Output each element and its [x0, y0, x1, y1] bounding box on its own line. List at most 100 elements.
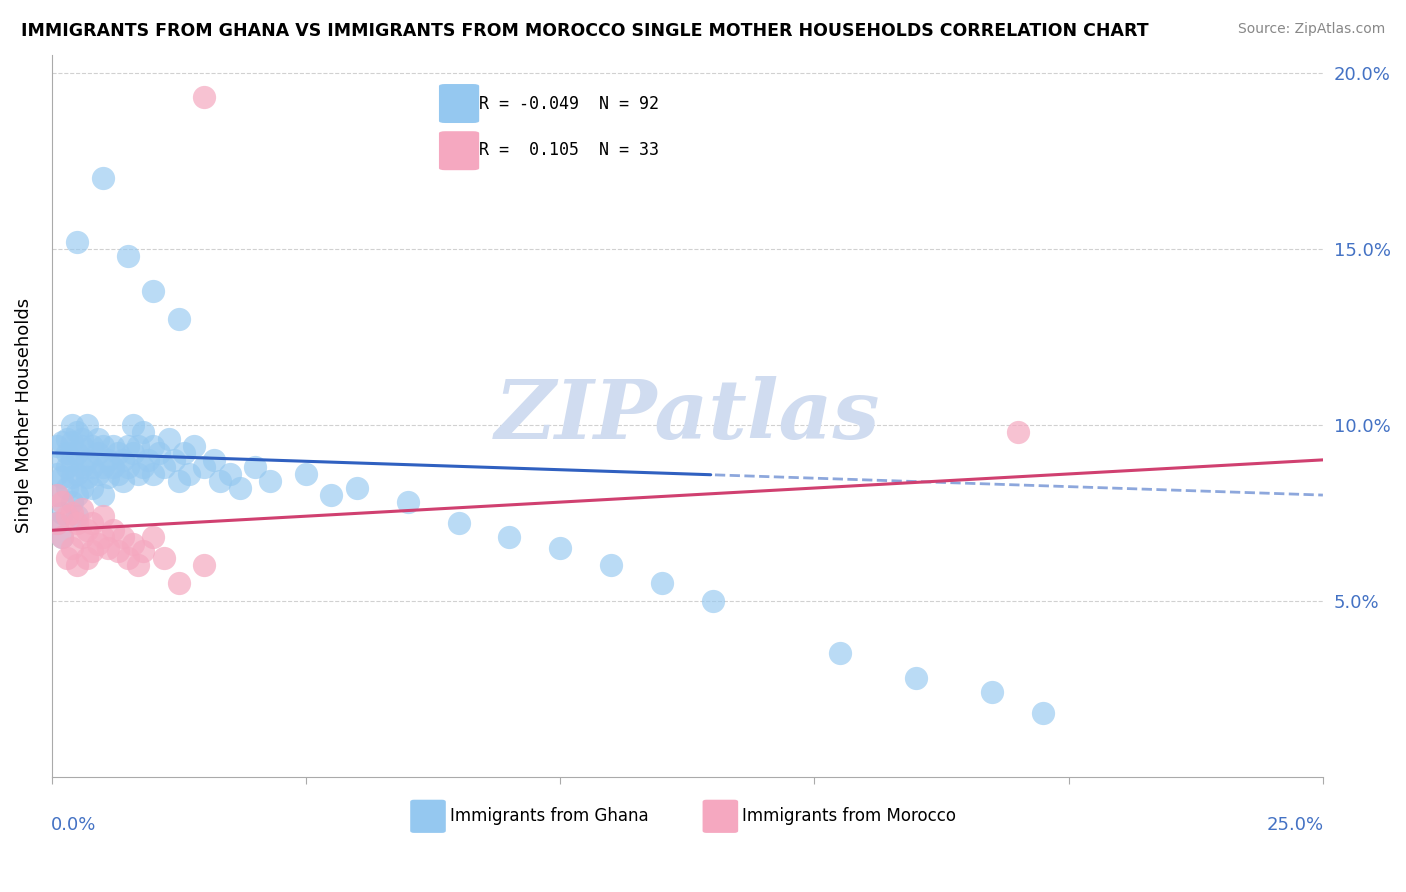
Point — [51, 470, 73, 484]
Point — [229, 481, 252, 495]
Point — [97, 470, 120, 484]
Point — [72, 459, 94, 474]
Point — [828, 647, 851, 661]
Point — [101, 439, 124, 453]
Point — [157, 432, 180, 446]
Point — [60, 541, 83, 555]
Point — [905, 671, 928, 685]
Point — [132, 425, 155, 439]
Point — [86, 467, 108, 481]
Point — [51, 530, 73, 544]
Text: Source: ZipAtlas.com: Source: ZipAtlas.com — [1237, 22, 1385, 37]
Point — [295, 467, 318, 481]
Point — [167, 576, 190, 591]
Point — [163, 453, 186, 467]
Point — [66, 467, 89, 481]
Point — [91, 439, 114, 453]
Point — [111, 453, 134, 467]
Y-axis label: Single Mother Households: Single Mother Households — [15, 298, 32, 533]
Point — [66, 425, 89, 439]
Point — [346, 481, 368, 495]
Point — [193, 90, 215, 104]
Point — [51, 453, 73, 467]
Point — [76, 523, 98, 537]
Point — [651, 576, 673, 591]
Point — [66, 516, 89, 531]
Point — [45, 439, 67, 453]
Point — [86, 537, 108, 551]
Point — [243, 459, 266, 474]
Point — [51, 495, 73, 509]
Point — [56, 459, 79, 474]
Point — [76, 551, 98, 566]
Point — [600, 558, 623, 573]
Point — [1007, 425, 1029, 439]
Point — [107, 544, 129, 558]
Point — [498, 530, 520, 544]
Point — [66, 488, 89, 502]
Point — [148, 446, 170, 460]
Point — [111, 530, 134, 544]
Point — [51, 506, 73, 520]
Point — [60, 453, 83, 467]
Point — [122, 446, 145, 460]
Text: 0.0%: 0.0% — [51, 816, 96, 834]
Point — [152, 551, 174, 566]
Point — [259, 474, 281, 488]
Point — [66, 446, 89, 460]
FancyBboxPatch shape — [703, 800, 738, 833]
Point — [193, 459, 215, 474]
Point — [142, 439, 165, 453]
Point — [72, 530, 94, 544]
Point — [97, 453, 120, 467]
Point — [51, 530, 73, 544]
FancyBboxPatch shape — [411, 800, 446, 833]
Point — [66, 558, 89, 573]
Point — [51, 435, 73, 450]
Point — [321, 488, 343, 502]
Point — [82, 459, 104, 474]
Point — [193, 558, 215, 573]
Point — [204, 453, 226, 467]
Point — [45, 516, 67, 531]
Point — [76, 453, 98, 467]
Text: IMMIGRANTS FROM GHANA VS IMMIGRANTS FROM MOROCCO SINGLE MOTHER HOUSEHOLDS CORREL: IMMIGRANTS FROM GHANA VS IMMIGRANTS FROM… — [21, 22, 1149, 40]
Point — [56, 481, 79, 495]
Point — [122, 417, 145, 432]
Point — [138, 453, 160, 467]
Point — [132, 459, 155, 474]
Point — [45, 516, 67, 531]
Point — [122, 537, 145, 551]
Point — [152, 459, 174, 474]
Point — [60, 417, 83, 432]
Point — [60, 495, 83, 509]
Point — [117, 459, 139, 474]
Point — [142, 284, 165, 298]
Point — [72, 481, 94, 495]
Point — [82, 516, 104, 531]
Point — [127, 439, 149, 453]
Point — [702, 593, 724, 607]
Text: 25.0%: 25.0% — [1267, 816, 1324, 834]
Point — [56, 446, 79, 460]
Point — [76, 417, 98, 432]
Point — [142, 467, 165, 481]
Point — [60, 470, 83, 484]
Point — [981, 685, 1004, 699]
Text: Immigrants from Morocco: Immigrants from Morocco — [742, 807, 956, 825]
Point — [60, 506, 83, 520]
FancyBboxPatch shape — [439, 131, 479, 170]
Point — [183, 439, 205, 453]
Point — [548, 541, 571, 555]
Point — [91, 509, 114, 524]
Point — [117, 551, 139, 566]
Point — [72, 439, 94, 453]
Text: Immigrants from Ghana: Immigrants from Ghana — [450, 807, 648, 825]
Point — [60, 435, 83, 450]
Point — [56, 551, 79, 566]
Point — [117, 439, 139, 453]
Point — [101, 523, 124, 537]
Point — [86, 432, 108, 446]
Point — [45, 488, 67, 502]
FancyBboxPatch shape — [439, 84, 479, 123]
